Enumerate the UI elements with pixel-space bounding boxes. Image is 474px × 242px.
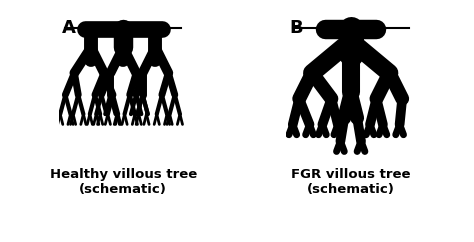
Text: B: B [289, 19, 302, 37]
Text: FGR villous tree
(schematic): FGR villous tree (schematic) [291, 168, 410, 196]
Text: Healthy villous tree
(schematic): Healthy villous tree (schematic) [50, 168, 197, 196]
Text: A: A [62, 19, 75, 37]
